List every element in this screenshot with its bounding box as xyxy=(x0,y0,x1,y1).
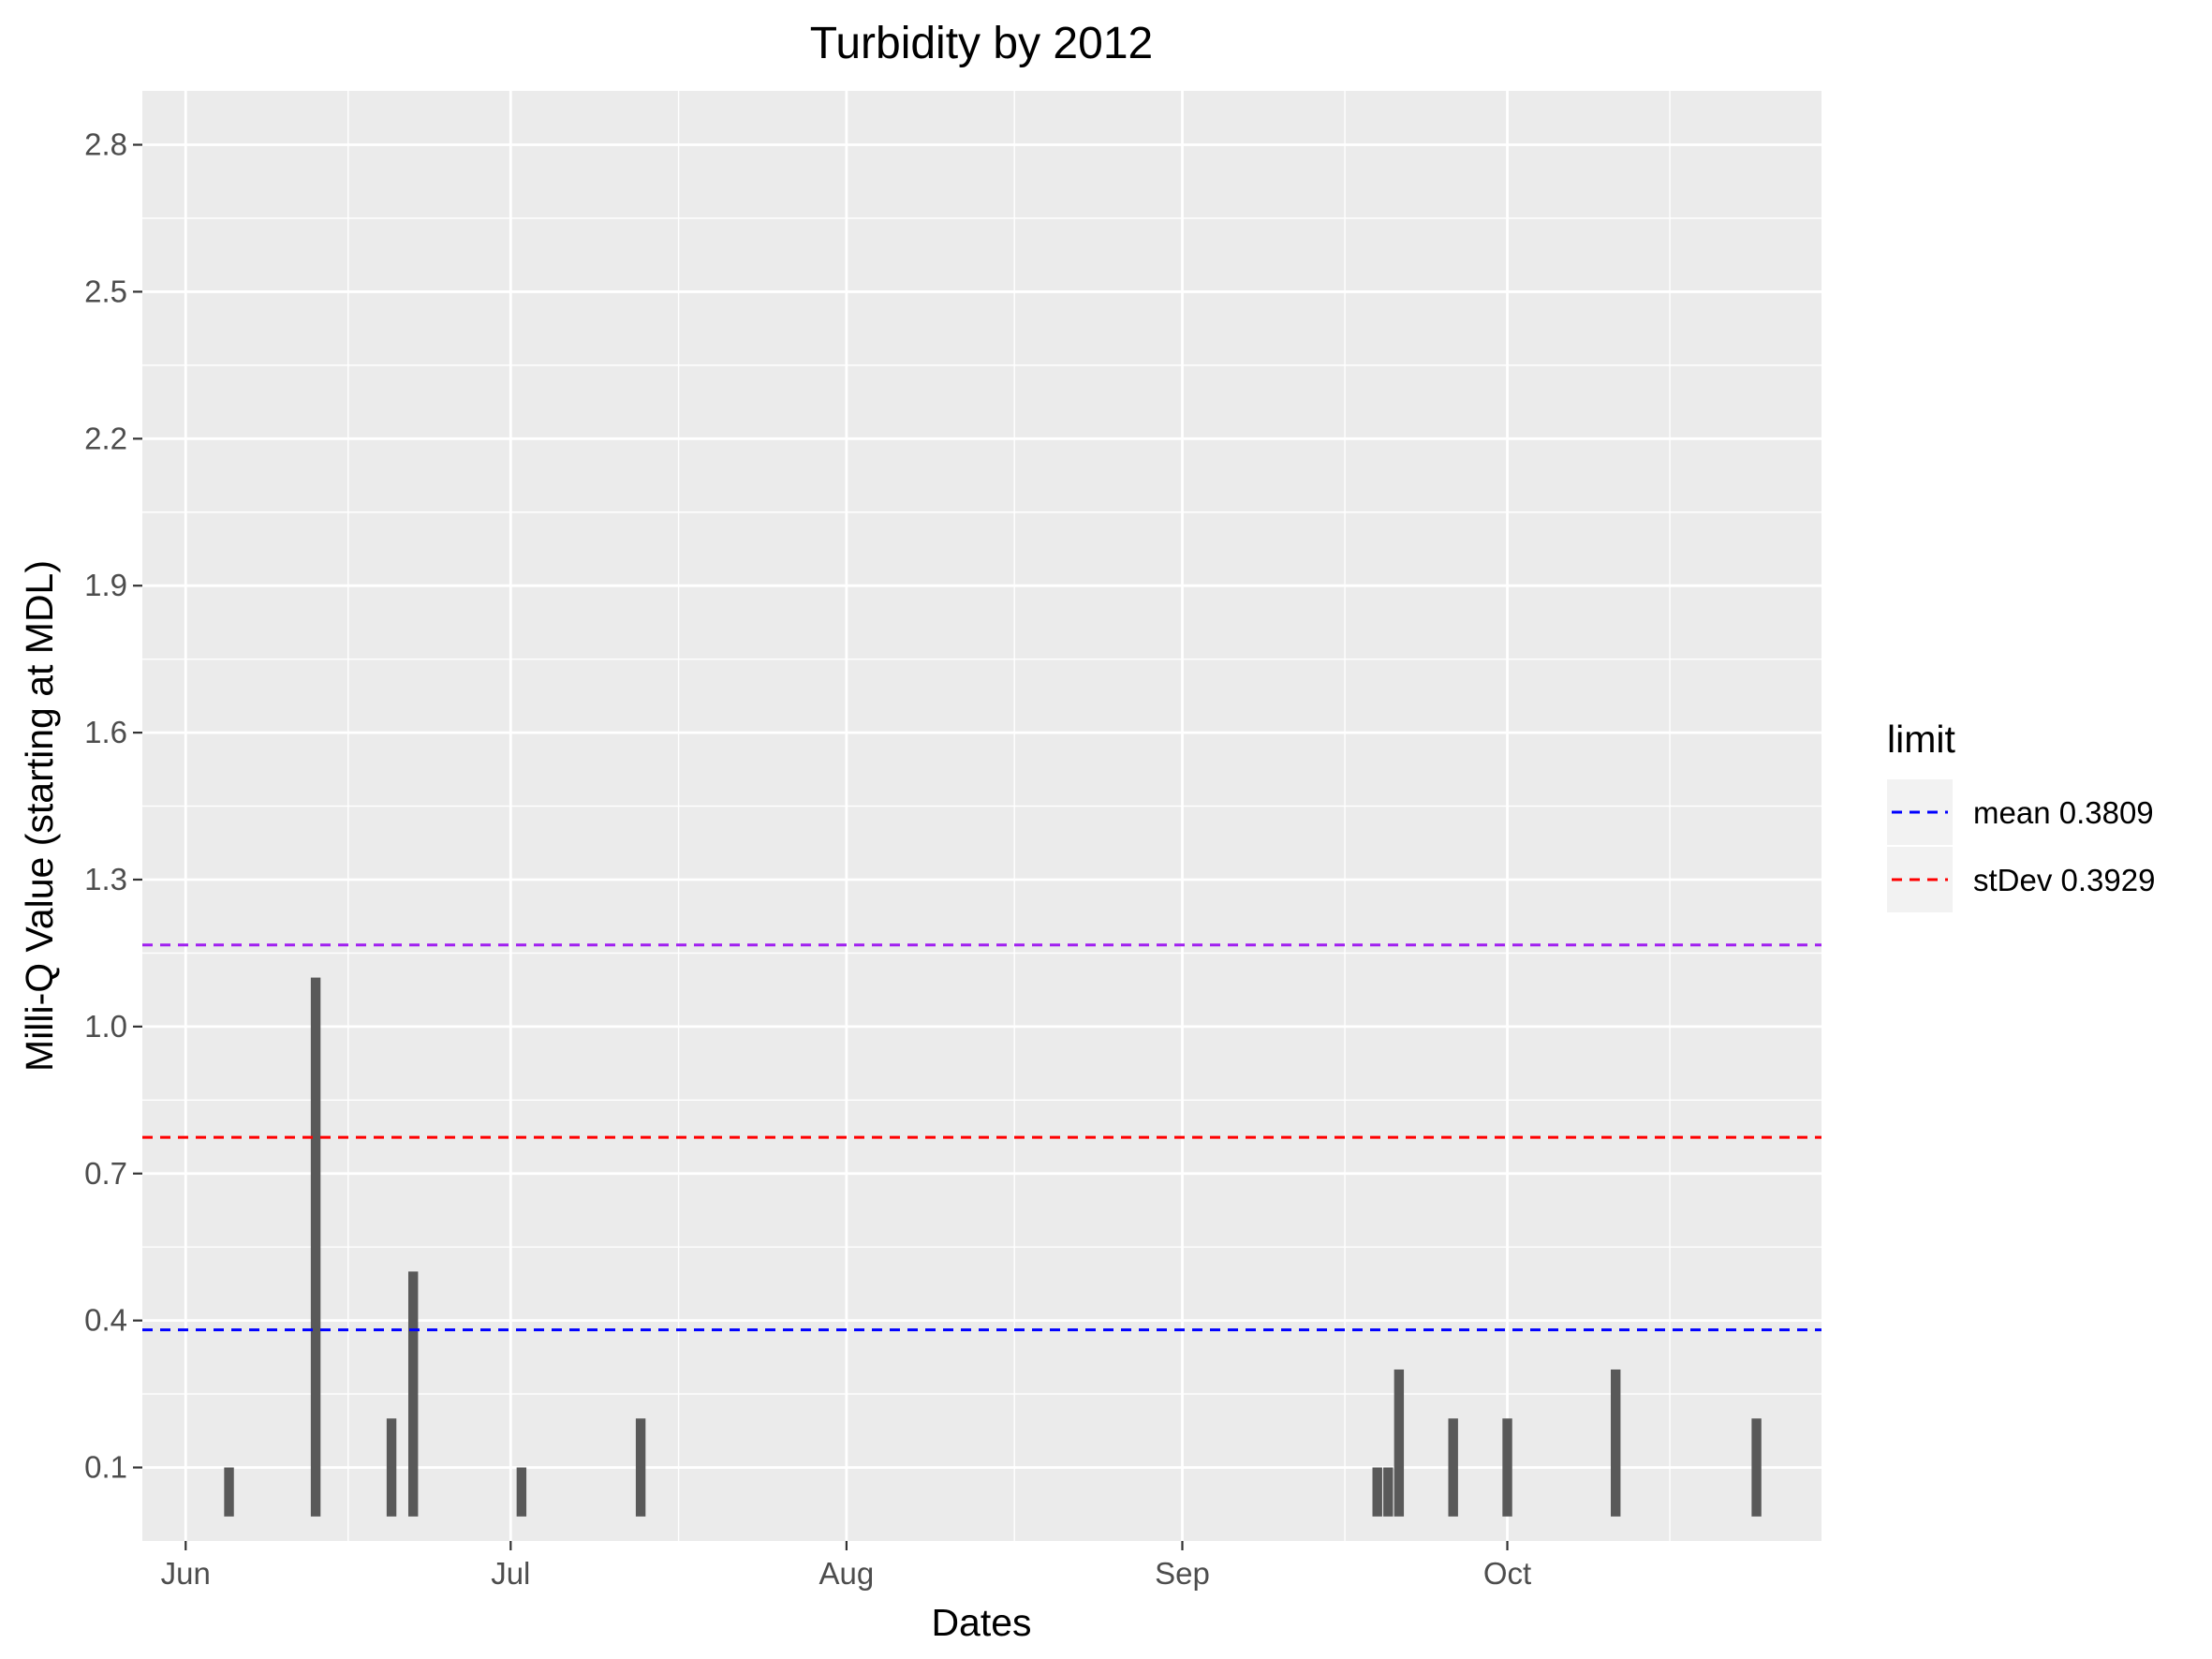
reference-lines xyxy=(142,943,1821,1332)
x-tick-label: Aug xyxy=(819,1556,875,1591)
bar xyxy=(1383,1467,1394,1517)
bar xyxy=(635,1418,646,1517)
bar xyxy=(1751,1418,1762,1517)
major-gridlines xyxy=(142,91,1821,1541)
y-tick-label: 1.0 xyxy=(84,1009,127,1044)
bar xyxy=(407,1271,419,1517)
bar xyxy=(516,1467,527,1517)
legend-label: mean 0.3809 xyxy=(1973,795,2154,830)
y-tick-label: 1.6 xyxy=(84,715,127,749)
bar xyxy=(1448,1418,1458,1517)
x-axis: Jun Jul Aug Sep Oct xyxy=(161,1541,1531,1591)
y-tick-label: 0.1 xyxy=(84,1450,127,1485)
y-tick-label: 2.8 xyxy=(84,127,127,162)
y-tick-label: 1.9 xyxy=(84,568,127,602)
x-tick-label: Sep xyxy=(1155,1556,1210,1591)
legend-keys: mean 0.3809 stDev 0.3929 xyxy=(1887,779,2155,912)
bar xyxy=(310,977,321,1517)
x-tick-label: Jul xyxy=(491,1556,530,1591)
y-tick-label: 0.4 xyxy=(84,1303,127,1338)
legend: limit mean 0.3809 stDev 0.3929 xyxy=(1887,718,2155,912)
bar xyxy=(224,1467,234,1517)
minor-gridlines xyxy=(142,91,1821,1541)
y-tick-label: 2.2 xyxy=(84,421,127,455)
bar xyxy=(1372,1467,1382,1517)
bar xyxy=(386,1418,397,1517)
legend-label: stDev 0.3929 xyxy=(1973,863,2155,897)
y-axis: 0.1 0.4 0.7 1.0 1.3 1.6 1.9 2.2 2.5 2.8 xyxy=(84,127,142,1485)
bars xyxy=(224,977,1762,1517)
bar xyxy=(1394,1369,1405,1517)
bar xyxy=(1611,1369,1621,1517)
x-tick-label: Jun xyxy=(161,1556,211,1591)
legend-title: limit xyxy=(1887,718,1955,761)
x-axis-title: Dates xyxy=(931,1601,1031,1644)
x-tick-label: Oct xyxy=(1483,1556,1531,1591)
y-tick-label: 2.5 xyxy=(84,274,127,308)
y-axis-title: Milli-Q Value (starting at MDL) xyxy=(18,560,61,1072)
bar xyxy=(1502,1418,1512,1517)
y-tick-label: 0.7 xyxy=(84,1156,127,1191)
chart-title: Turbidity by 2012 xyxy=(810,19,1153,68)
plot-panel xyxy=(142,91,1821,1541)
y-tick-label: 1.3 xyxy=(84,862,127,896)
